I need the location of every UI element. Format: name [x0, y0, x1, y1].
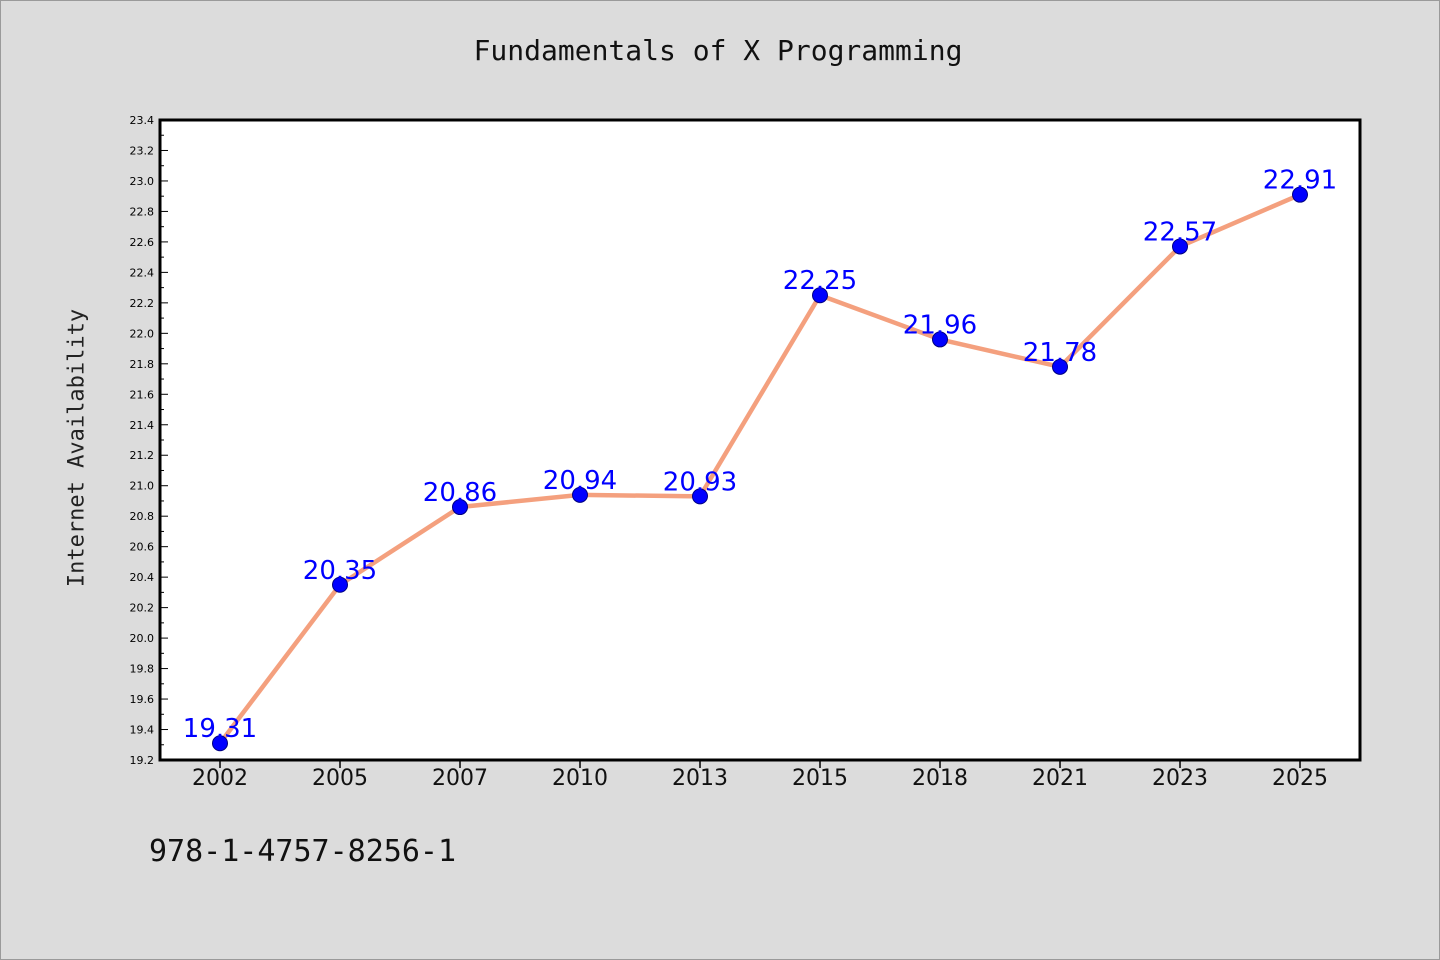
chart-title: Fundamentals of X Programming: [473, 34, 963, 67]
y-tick-label: 22.4: [130, 266, 155, 279]
x-tick-label: 2025: [1272, 766, 1328, 791]
y-axis: 19.2 19.4 19.6 19.8 20.0 20.2 20.4 20.6 20.8 21.0…: [130, 114, 168, 767]
x-tick-label: 2013: [672, 766, 728, 791]
data-labels-group: 19.31 20.35 20.86 20.94 20.93 22.25 21.96 21.78…: [183, 166, 1337, 745]
y-tick-label: 22.2: [130, 297, 155, 310]
y-tick-label: 21.4: [130, 419, 155, 432]
data-point: [1172, 238, 1188, 255]
plot-area: [158, 118, 1362, 762]
x-tick-label: 2015: [792, 766, 848, 791]
y-tick-label: 20.8: [130, 510, 155, 523]
y-tick-label: 19.8: [130, 663, 155, 676]
x-tick-label: 2010: [552, 766, 608, 791]
y-tick-label: 21.6: [130, 388, 155, 401]
y-tick-label: 20.6: [130, 541, 155, 554]
data-label: 20.94: [543, 466, 617, 496]
data-label: 22.25: [783, 266, 857, 296]
x-tick-label: 2023: [1152, 766, 1208, 791]
series-line-group: [218, 192, 1301, 745]
x-tick-label: 2021: [1032, 766, 1088, 791]
y-tick-label: 19.6: [130, 693, 155, 706]
y-tick-label: 20.4: [130, 571, 155, 584]
markers-group: [212, 186, 1308, 752]
y-tick-label: 22.6: [130, 236, 155, 249]
y-tick-label: 20.0: [130, 632, 155, 645]
data-label: 21.78: [1023, 338, 1097, 368]
data-label: 19.31: [183, 714, 257, 744]
y-tick-label: 23.2: [130, 144, 155, 157]
data-point: [572, 486, 588, 503]
series-line: [218, 192, 1301, 745]
y-tick-label: 21.2: [130, 449, 155, 462]
data-label: 20.93: [663, 467, 737, 497]
data-point: [332, 576, 348, 593]
x-tick-label: 2002: [192, 766, 248, 791]
y-tick-label: 23.0: [130, 175, 155, 188]
data-label: 22.57: [1143, 217, 1217, 247]
data-point: [1052, 358, 1068, 375]
y-tick-label: 20.2: [130, 602, 155, 615]
y-tick-label: 19.4: [130, 724, 155, 737]
data-label: 22.91: [1263, 166, 1337, 196]
x-tick-label: 2005: [312, 766, 368, 791]
data-point: [452, 499, 468, 516]
data-point: [692, 488, 708, 505]
data-point: [212, 735, 228, 752]
y-tick-label: 21.8: [130, 358, 155, 371]
x-axis: 2002 2005 2007 2010 2013 2015 2018 2021 2023 2025: [192, 760, 1328, 791]
data-label: 20.35: [303, 556, 377, 586]
y-tick-label: 23.4: [130, 114, 155, 127]
y-tick-label: 21.0: [130, 480, 155, 493]
y-tick-label: 22.8: [130, 205, 155, 218]
data-label: 20.86: [423, 478, 497, 508]
data-point: [812, 287, 828, 304]
x-tick-label: 2018: [912, 766, 968, 791]
data-point: [1292, 186, 1308, 203]
data-label: 21.96: [903, 310, 977, 340]
y-tick-label: 19.2: [130, 754, 155, 767]
x-tick-label: 2007: [432, 766, 488, 791]
data-point: [932, 331, 948, 348]
isbn-text: 978-1-4757-8256-1: [149, 834, 457, 869]
y-tick-label: 22.0: [130, 327, 155, 340]
